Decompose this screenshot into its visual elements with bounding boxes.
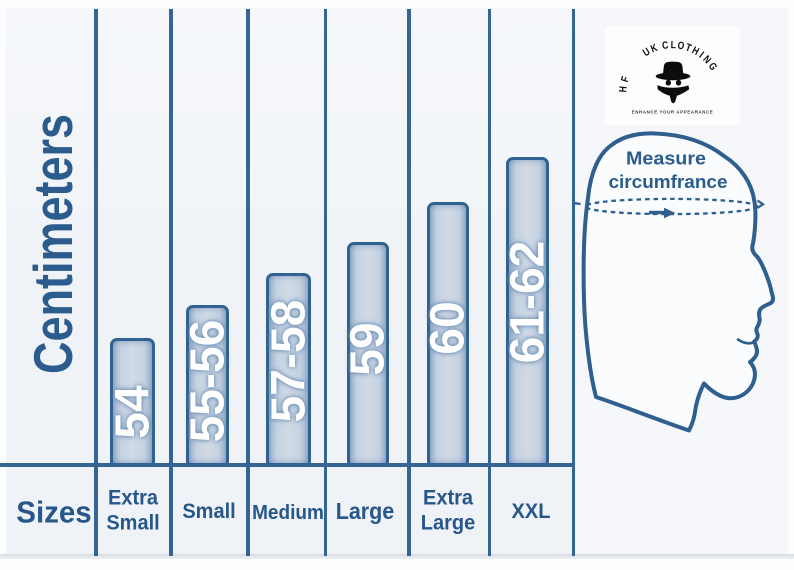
svg-text:T: T bbox=[684, 42, 693, 55]
svg-text:C: C bbox=[661, 39, 669, 52]
svg-text:K: K bbox=[649, 42, 659, 56]
svg-text:U: U bbox=[641, 46, 653, 60]
svg-text:ENHANCE YOUR APPEARANCE: ENHANCE YOUR APPEARANCE bbox=[632, 110, 714, 115]
svg-text:Measure: Measure bbox=[626, 148, 706, 169]
svg-text:O: O bbox=[676, 40, 685, 53]
svg-text:L: L bbox=[671, 39, 677, 51]
svg-text:I: I bbox=[697, 50, 706, 61]
svg-text:F: F bbox=[619, 75, 632, 84]
svg-text:circumfrance: circumfrance bbox=[609, 171, 728, 192]
svg-text:H: H bbox=[690, 45, 701, 59]
svg-text:H: H bbox=[617, 86, 630, 93]
